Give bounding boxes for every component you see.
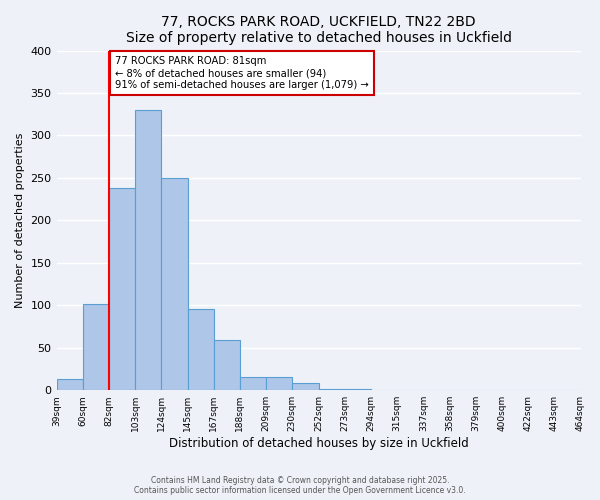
Bar: [319, 388, 345, 390]
Bar: [161, 178, 188, 390]
Bar: [135, 110, 161, 390]
Bar: [188, 308, 214, 390]
Bar: [292, 384, 319, 390]
Text: Contains HM Land Registry data © Crown copyright and database right 2025.
Contai: Contains HM Land Registry data © Crown c…: [134, 476, 466, 495]
Bar: [214, 340, 240, 390]
Bar: [240, 376, 266, 390]
Bar: [266, 376, 292, 390]
Title: 77, ROCKS PARK ROAD, UCKFIELD, TN22 2BD
Size of property relative to detached ho: 77, ROCKS PARK ROAD, UCKFIELD, TN22 2BD …: [125, 15, 512, 45]
Bar: [56, 379, 83, 390]
Y-axis label: Number of detached properties: Number of detached properties: [15, 132, 25, 308]
X-axis label: Distribution of detached houses by size in Uckfield: Distribution of detached houses by size …: [169, 437, 469, 450]
Text: 77 ROCKS PARK ROAD: 81sqm
← 8% of detached houses are smaller (94)
91% of semi-d: 77 ROCKS PARK ROAD: 81sqm ← 8% of detach…: [115, 56, 369, 90]
Bar: [83, 304, 109, 390]
Bar: [109, 188, 135, 390]
